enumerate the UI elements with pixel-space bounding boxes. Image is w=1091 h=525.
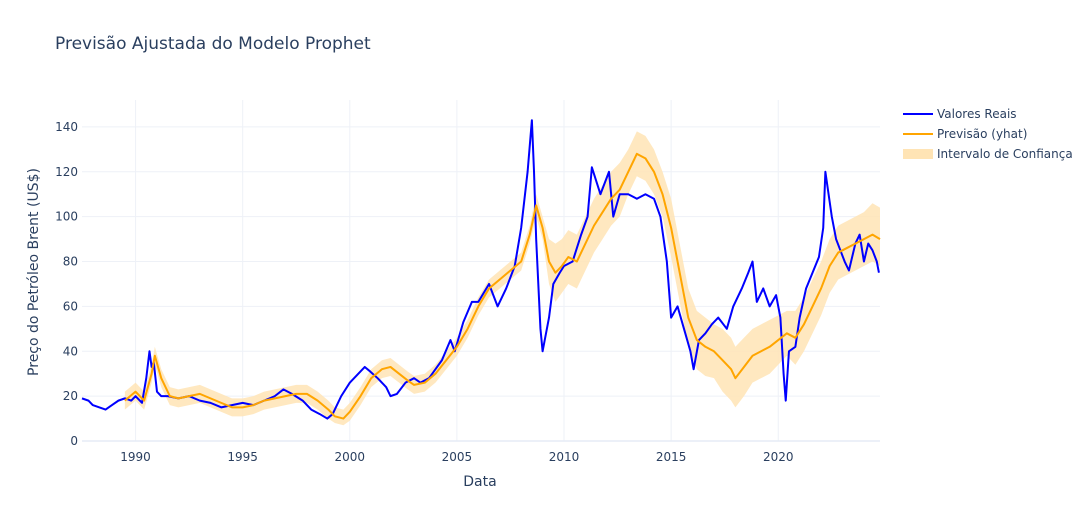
legend[interactable]: Valores Reais Previsão (yhat) Intervalo de… (903, 107, 1073, 161)
y-tick-label: 120 (55, 165, 78, 179)
x-tick-label: 2010 (549, 450, 580, 464)
y-tick-label: 20 (63, 389, 78, 403)
x-tick-label: 2015 (656, 450, 687, 464)
x-tick-label: 1995 (227, 450, 258, 464)
grid (82, 100, 880, 442)
x-axis-title: Data (463, 474, 496, 490)
legend-label: Valores Reais (937, 107, 1017, 121)
legend-label: Previsão (yhat) (937, 127, 1027, 141)
x-tick-label: 2005 (442, 450, 473, 464)
y-axis-title: Preço do Petróleo Brent (US$) (26, 168, 42, 376)
legend-item-forecast[interactable]: Previsão (yhat) (903, 127, 1027, 141)
y-tick-label: 80 (63, 255, 78, 269)
y-tick-label: 140 (55, 120, 78, 134)
chart-title: Previsão Ajustada do Modelo Prophet (55, 34, 371, 54)
y-tick-label: 40 (63, 344, 78, 358)
y-tick-label: 0 (70, 434, 78, 448)
legend-item-interval[interactable]: Intervalo de Confiança (903, 147, 1073, 161)
legend-label: Intervalo de Confiança (937, 147, 1073, 161)
legend-item-actual[interactable]: Valores Reais (903, 107, 1017, 121)
forecast-layer (124, 152, 881, 420)
x-tick-label: 1990 (120, 450, 151, 464)
actual-values-layer (81, 119, 880, 420)
y-axis-ticks: 0 20 40 60 80 100 120 140 (55, 120, 78, 448)
y-tick-label: 60 (63, 299, 78, 313)
x-tick-label: 2000 (335, 450, 366, 464)
x-tick-label: 2020 (763, 450, 794, 464)
y-tick-label: 100 (55, 210, 78, 224)
actual-values-line (81, 119, 880, 420)
legend-swatch (903, 149, 933, 159)
forecast-line (124, 152, 881, 420)
x-axis-ticks: 1990 1995 2000 2005 2010 2015 2020 (120, 450, 793, 464)
